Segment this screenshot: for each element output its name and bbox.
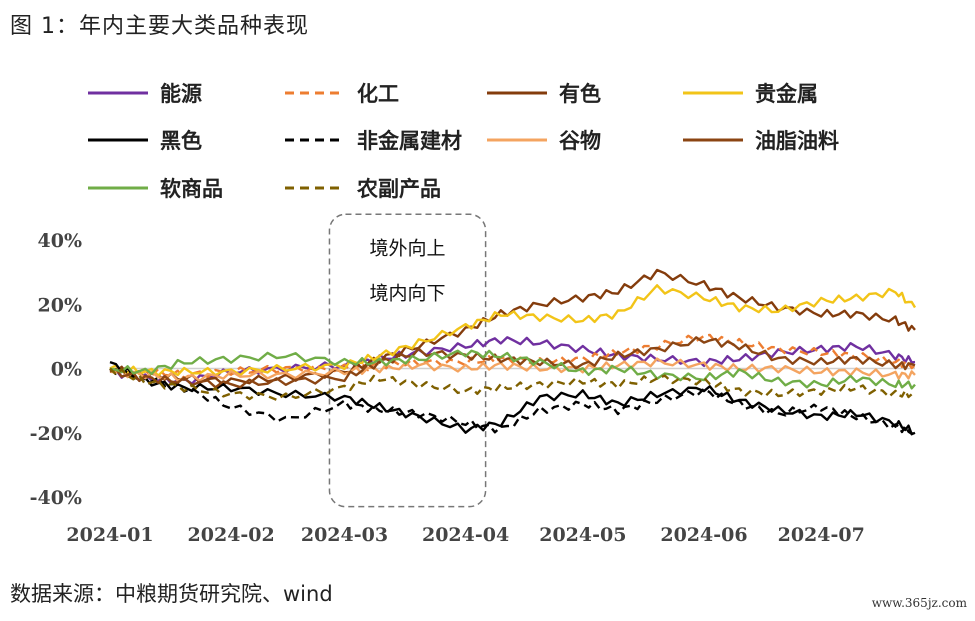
- legend-label-2: 有色: [559, 82, 601, 106]
- annotation-text: 境外向上: [370, 237, 446, 259]
- legend-label-6: 谷物: [559, 129, 601, 153]
- legend-label-1: 化工: [357, 82, 399, 106]
- series-line-4: [109, 360, 916, 436]
- series-line-9: [109, 367, 916, 402]
- series-line-3: [109, 284, 917, 377]
- x-tick-label: 2024-01: [66, 524, 153, 546]
- source-note: 数据来源：中粮期货研究院、wind: [10, 582, 333, 606]
- y-tick-label: -20%: [30, 423, 82, 445]
- watermark: www.365jz.com: [871, 596, 967, 610]
- y-tick-label: 0%: [51, 359, 82, 381]
- series-lines: [109, 268, 917, 436]
- axes: -40% -20% 0% 20% 40% 2024-01 2024-02 2024-03 202…: [30, 230, 915, 546]
- x-tick-label: 2024-06: [660, 524, 747, 546]
- x-tick-label: 2024-04: [422, 524, 509, 546]
- x-tick-label: 2024-02: [188, 524, 275, 546]
- x-tick-label: 2024-05: [539, 524, 626, 546]
- series-line-2: [109, 268, 916, 386]
- legend-label-0: 能源: [160, 82, 202, 106]
- x-tick-label: 2024-03: [301, 524, 388, 546]
- annotation-text: 境内向下: [370, 282, 446, 304]
- y-tick-label: -40%: [30, 487, 82, 509]
- legend-label-9: 农副产品: [356, 177, 441, 201]
- legend-label-8: 软商品: [160, 177, 223, 201]
- x-tick-label: 2024-07: [778, 524, 865, 546]
- series-line-6: [109, 357, 916, 383]
- legend-label-3: 贵金属: [755, 82, 818, 106]
- legend-label-4: 黑色: [160, 129, 202, 153]
- y-tick-label: 20%: [38, 294, 83, 316]
- series-line-5: [109, 367, 916, 435]
- series-line-8: [109, 349, 916, 390]
- y-tick-label: 40%: [38, 230, 83, 252]
- figure-title: 图 1：年内主要大类品种表现: [10, 14, 309, 39]
- legend-label-7: 油脂油料: [755, 129, 839, 153]
- series-line-7: [109, 336, 916, 389]
- legend-label-5: 非金属建材: [357, 129, 462, 153]
